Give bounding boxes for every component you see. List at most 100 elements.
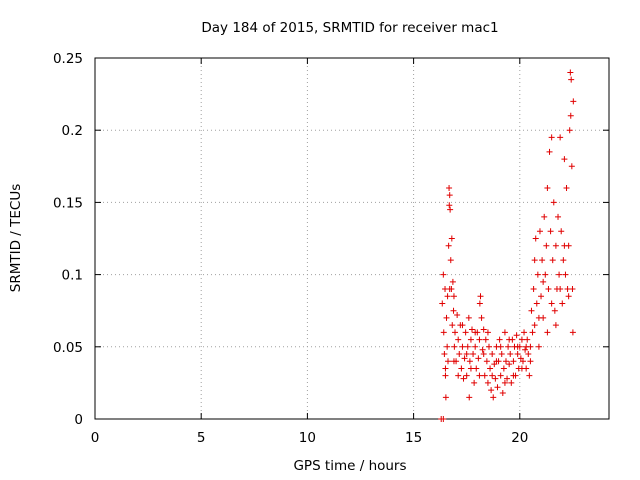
x-tick-label: 5 [197, 430, 206, 446]
data-point [510, 372, 517, 379]
data-point [570, 98, 577, 105]
data-point [536, 228, 543, 235]
data-point [499, 390, 506, 397]
data-point [568, 76, 575, 83]
data-point [524, 336, 531, 343]
data-point [563, 184, 570, 191]
x-tick-label: 10 [299, 430, 316, 446]
data-point [531, 322, 538, 329]
data-point [527, 358, 534, 365]
data-point [544, 329, 551, 336]
data-point [568, 163, 575, 170]
data-point [510, 358, 517, 365]
data-point [447, 206, 454, 213]
data-point [513, 332, 520, 339]
axis-ticks [94, 57, 609, 420]
data-point [466, 358, 473, 365]
data-point [478, 314, 485, 321]
y-tick-label: 0.2 [62, 123, 83, 139]
data-point [472, 329, 479, 336]
data-point [458, 365, 465, 372]
y-tick-label: 0 [74, 412, 83, 428]
data-point [534, 271, 541, 278]
data-point [451, 343, 458, 350]
data-point [466, 394, 473, 401]
data-point [569, 286, 576, 293]
data-point [440, 416, 447, 422]
y-tick-label: 0.05 [53, 340, 83, 356]
data-point [467, 365, 474, 372]
data-point [446, 184, 453, 191]
data-point [442, 365, 449, 372]
data-point [489, 372, 496, 379]
data-point [447, 257, 454, 264]
data-points [438, 69, 577, 422]
data-point [473, 365, 480, 372]
x-tick-label: 0 [91, 430, 100, 446]
y-tick-labels: 0 0.05 0.1 0.15 0.2 0.25 [53, 51, 83, 428]
data-point [557, 134, 564, 141]
data-point [484, 329, 491, 336]
data-point [446, 192, 453, 199]
data-point [456, 351, 463, 358]
data-point [538, 293, 545, 300]
data-point [542, 271, 549, 278]
data-point [535, 343, 542, 350]
data-point [442, 372, 449, 379]
data-point [449, 322, 456, 329]
data-point [544, 184, 551, 191]
data-point [501, 379, 508, 386]
data-point [569, 329, 576, 336]
x-tick-labels: 0 5 10 15 20 [91, 430, 529, 446]
data-point [455, 336, 462, 343]
data-point [481, 372, 488, 379]
data-point [533, 300, 540, 307]
x-axis-label: GPS time / hours [293, 458, 406, 474]
data-point [518, 336, 525, 343]
data-point [462, 329, 469, 336]
data-point [539, 257, 546, 264]
data-point [440, 329, 447, 336]
data-point [540, 278, 547, 285]
data-point [490, 394, 497, 401]
data-point [494, 384, 501, 391]
data-point [561, 242, 568, 249]
data-point [567, 69, 574, 76]
data-point [446, 202, 453, 209]
data-point [444, 343, 451, 350]
data-point [492, 375, 499, 382]
data-point [461, 355, 468, 362]
y-axis-label: SRMTID / TECUs [8, 184, 24, 292]
data-point [459, 343, 466, 350]
data-point [541, 213, 548, 220]
data-point [449, 278, 456, 285]
data-point [552, 242, 559, 249]
data-point [529, 329, 536, 336]
data-point [477, 293, 484, 300]
data-point [472, 343, 479, 350]
data-point [560, 257, 567, 264]
data-point [525, 351, 532, 358]
data-point [454, 312, 461, 319]
data-point [523, 343, 530, 350]
data-point [555, 213, 562, 220]
x-tick-label: 15 [405, 430, 422, 446]
data-point [445, 242, 452, 249]
y-tick-label: 0.1 [62, 268, 83, 284]
data-point [493, 358, 500, 365]
data-point [446, 286, 453, 293]
data-point [565, 293, 572, 300]
data-point [476, 336, 483, 343]
data-point [484, 379, 491, 386]
data-point [441, 351, 448, 358]
data-point [450, 358, 457, 365]
data-point [444, 293, 451, 300]
data-point [543, 242, 550, 249]
data-point [500, 365, 507, 372]
data-point [480, 351, 487, 358]
data-point [548, 134, 555, 141]
data-point [496, 336, 503, 343]
data-point [526, 372, 533, 379]
data-point [507, 351, 514, 358]
